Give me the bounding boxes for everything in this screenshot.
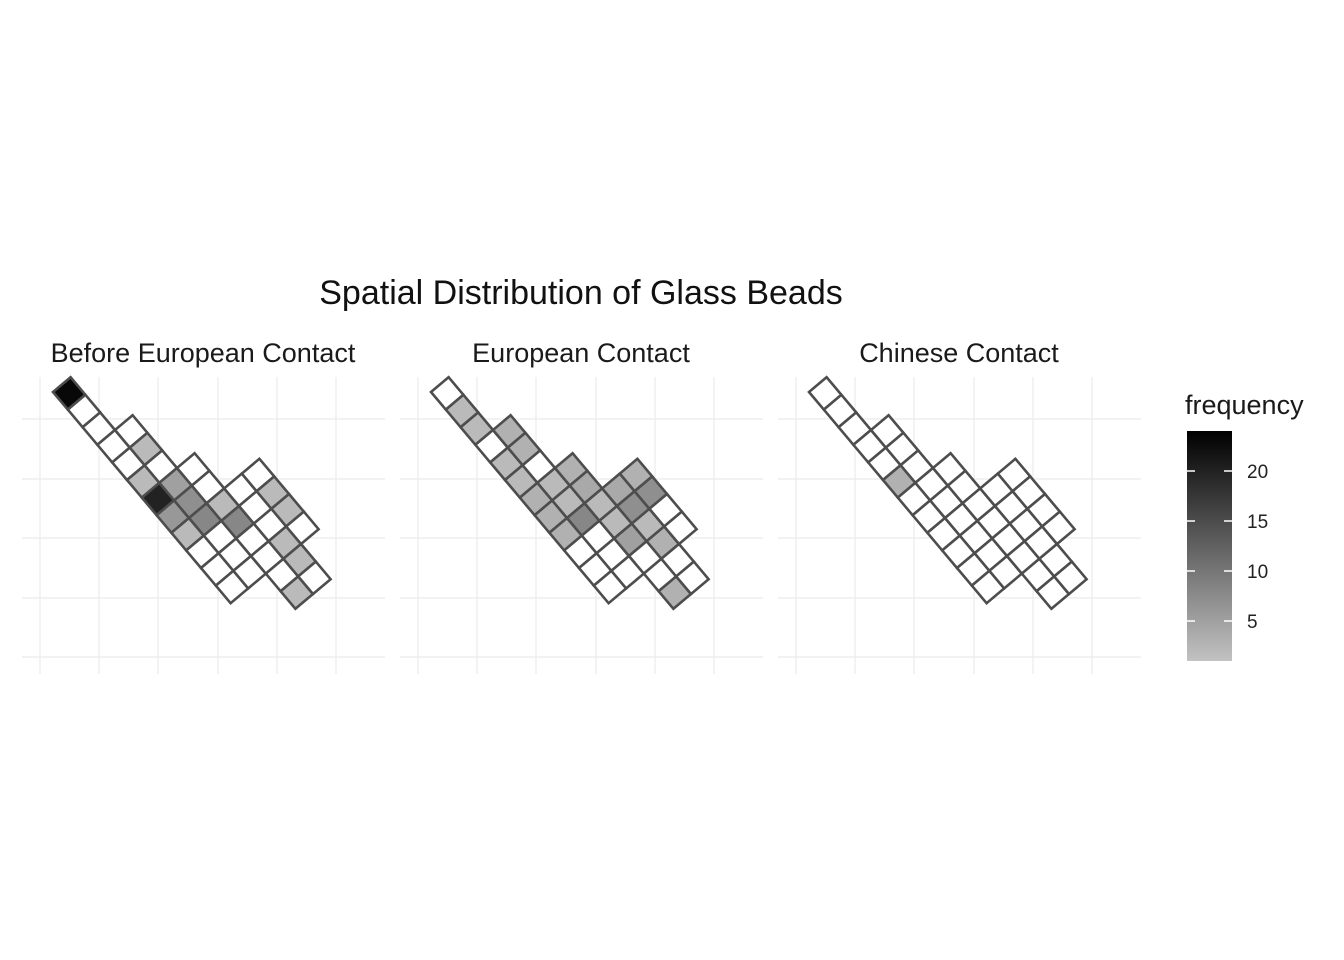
facet-strip-label: Before European Contact: [51, 338, 356, 368]
legend-tick-label: 10: [1247, 562, 1268, 583]
heatmap-cell: [1040, 509, 1077, 546]
facet-strip-label: European Contact: [472, 338, 690, 368]
facet-panel: European Contact: [400, 338, 763, 674]
facet-panel: Before European Contact: [22, 338, 385, 674]
chart-title: Spatial Distribution of Glass Beads: [319, 274, 842, 312]
facet-strip-label: Chinese Contact: [859, 338, 1059, 368]
legend-tick-label: 15: [1247, 512, 1268, 533]
facet-panel: Chinese Contact: [778, 338, 1141, 674]
heatmap-cell: [284, 509, 321, 546]
legend-tick-label: 20: [1247, 462, 1268, 483]
legend-title: frequency: [1185, 390, 1304, 420]
legend: frequency 5 10 15 20: [1185, 390, 1304, 661]
heatmap-cell: [662, 509, 699, 546]
facet-panels: Before European Contact European Contact C…: [22, 338, 1141, 674]
legend-colorbar: [1187, 431, 1232, 661]
heatmap-cell: [1052, 559, 1089, 596]
heatmap-cell: [674, 559, 711, 596]
heatmap-cell: [296, 559, 333, 596]
legend-tick-label: 5: [1247, 612, 1258, 633]
